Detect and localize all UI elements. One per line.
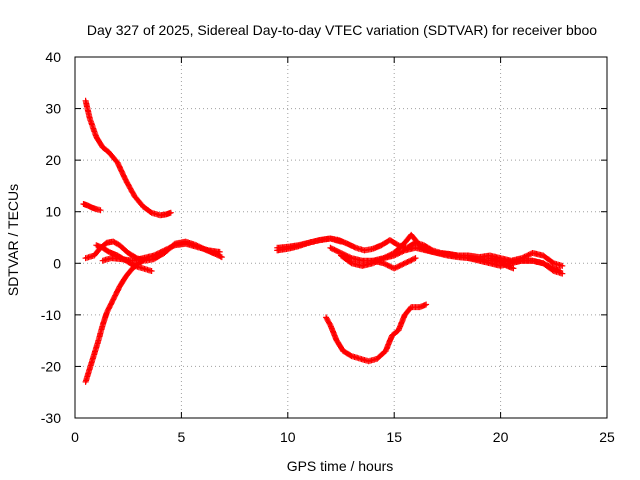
data-series <box>80 97 566 385</box>
series-trace <box>371 255 418 271</box>
y-tick-label: -30 <box>41 410 61 426</box>
series-trace <box>101 240 222 264</box>
x-tick-label: 25 <box>599 429 615 445</box>
series-trace <box>83 258 145 384</box>
plot-frame <box>74 56 608 419</box>
series-trace <box>275 235 460 259</box>
y-tick-label: -10 <box>41 307 61 323</box>
series-arc-13 <box>487 255 517 272</box>
y-tick-label: 10 <box>45 204 61 220</box>
y-axis-label: SDTVAR / TECUs <box>5 184 21 296</box>
y-tick-label: -20 <box>41 358 61 374</box>
series-arc-1 <box>82 97 174 219</box>
series-arc-12 <box>465 255 566 277</box>
series-arc-8 <box>274 235 344 254</box>
series-trace <box>488 255 516 271</box>
x-tick-label: 5 <box>178 429 186 445</box>
x-tick-label: 0 <box>71 429 79 445</box>
y-tick-label: 20 <box>45 152 61 168</box>
y-tick-label: 0 <box>53 255 61 271</box>
series-trace <box>323 302 428 364</box>
grid-lines <box>75 57 607 418</box>
y-tick-label: 30 <box>45 101 61 117</box>
axis-ticks: 0 5 10 15 20 25 -30 -20 -10 0 10 20 30 40 <box>41 49 615 445</box>
x-tick-label: 10 <box>280 429 296 445</box>
x-tick-label: 15 <box>386 429 402 445</box>
series-arc-14 <box>323 301 430 365</box>
series-trace <box>83 99 173 219</box>
chart-title: Day 327 of 2025, Sidereal Day-to-day VTE… <box>87 22 597 38</box>
y-tick-label: 40 <box>45 49 61 65</box>
series-trace <box>275 235 343 254</box>
series-arc-2 <box>80 201 104 214</box>
x-tick-label: 20 <box>493 429 509 445</box>
series-arc-6 <box>99 240 223 264</box>
series-trace <box>81 201 103 213</box>
x-axis-label: GPS time / hours <box>287 458 394 474</box>
series-trace <box>467 255 564 277</box>
data-point <box>412 255 419 262</box>
series-arc-11 <box>369 255 419 272</box>
series-arc-3 <box>82 257 147 385</box>
